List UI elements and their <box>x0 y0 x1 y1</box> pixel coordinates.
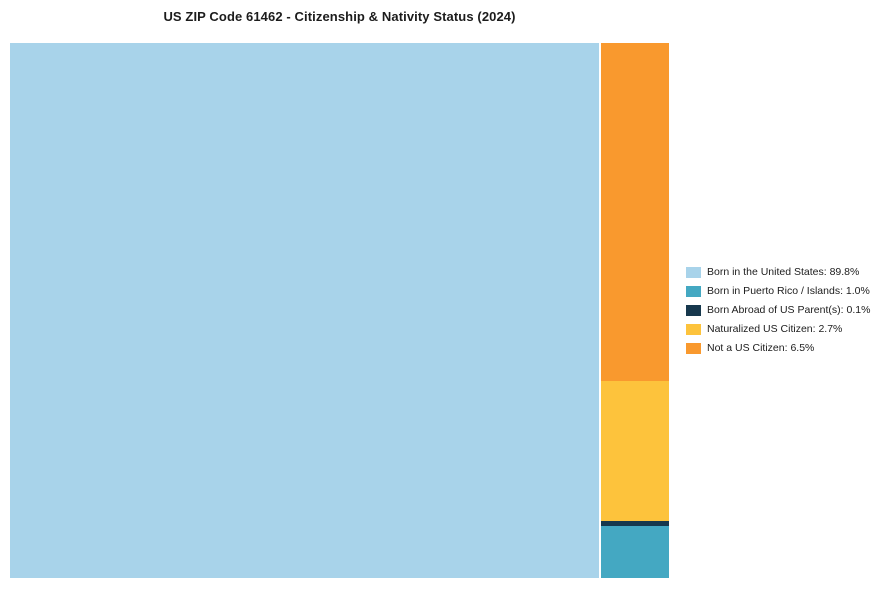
legend-swatch-born-in-us <box>686 266 701 278</box>
treemap-block-naturalized[interactable] <box>601 380 669 521</box>
legend-label: Not a US Citizen: 6.5% <box>707 342 815 354</box>
legend-label: Born Abroad of US Parent(s): 0.1% <box>707 304 871 316</box>
legend-item-born-abroad: Born Abroad of US Parent(s): 0.1% <box>686 304 870 316</box>
legend-swatch-born-abroad <box>686 304 701 316</box>
treemap-main-block[interactable] <box>10 43 602 578</box>
chart-title: US ZIP Code 61462 - Citizenship & Nativi… <box>163 9 516 24</box>
treemap-block-not-citizen[interactable] <box>601 43 669 381</box>
legend-item-naturalized: Naturalized US Citizen: 2.7% <box>686 323 870 335</box>
legend-item-born-in-us: Born in the United States: 89.8% <box>686 266 870 278</box>
legend-swatch-naturalized <box>686 323 701 335</box>
treemap-block-born-puerto-rico[interactable] <box>601 526 669 578</box>
legend: Born in the United States: 89.8% Born in … <box>686 266 870 354</box>
legend-label: Born in Puerto Rico / Islands: 1.0% <box>707 285 870 297</box>
treemap-block-born-abroad[interactable] <box>601 520 669 527</box>
treemap-column <box>601 43 669 578</box>
legend-swatch-born-puerto-rico <box>686 285 701 297</box>
treemap-chart <box>10 43 669 578</box>
legend-label: Born in the United States: 89.8% <box>707 266 860 278</box>
legend-swatch-not-citizen <box>686 342 701 354</box>
legend-item-born-puerto-rico: Born in Puerto Rico / Islands: 1.0% <box>686 285 870 297</box>
legend-item-not-citizen: Not a US Citizen: 6.5% <box>686 342 870 354</box>
legend-label: Naturalized US Citizen: 2.7% <box>707 323 843 335</box>
